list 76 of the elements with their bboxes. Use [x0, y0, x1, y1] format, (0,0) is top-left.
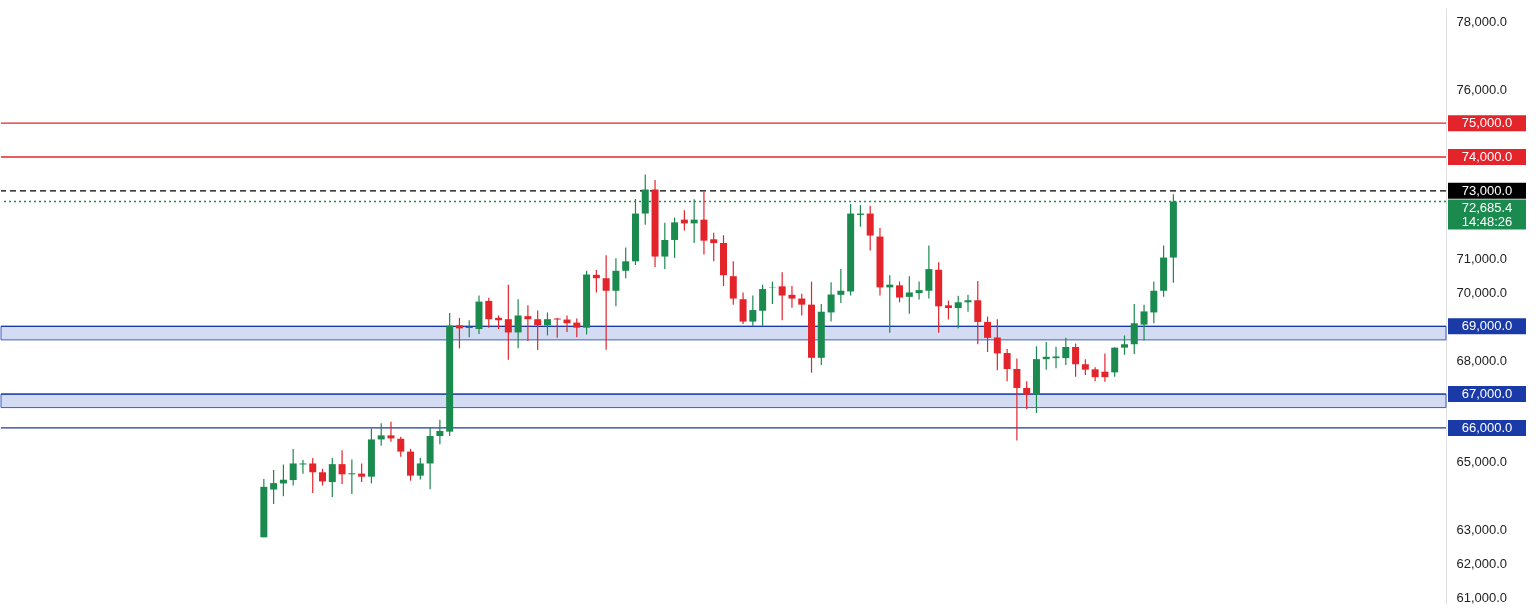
candlestick [778, 271, 786, 321]
candlestick [1052, 346, 1060, 369]
candlestick [954, 295, 962, 329]
candlestick [436, 419, 444, 445]
candlestick [905, 275, 913, 315]
ref-line-label: 75,000.0 [1461, 115, 1513, 131]
candlestick [289, 448, 297, 487]
candlestick [387, 421, 395, 443]
ref-line-label: 72,685.4 14:48:26 [1461, 199, 1513, 229]
y-tick-label: 78,000.0 [1456, 14, 1508, 30]
candlestick [827, 281, 835, 323]
candlestick [710, 232, 718, 262]
candlestick [925, 244, 933, 300]
candlestick [612, 257, 620, 307]
candlestick [455, 317, 463, 349]
candlestick [1101, 352, 1109, 383]
candlestick [1003, 348, 1011, 382]
candlestick [974, 280, 982, 345]
candlestick [944, 299, 952, 321]
candlestick [1072, 342, 1080, 378]
y-tick-label: 63,000.0 [1456, 522, 1508, 537]
candlestick [1023, 380, 1031, 410]
candlestick [573, 317, 581, 338]
y-tick-label: 65,000.0 [1456, 454, 1508, 470]
ref-line-label: 66,000.0 [1461, 419, 1513, 435]
ref-line-label: 73,000.0 [1461, 182, 1513, 198]
candlestick [896, 281, 904, 303]
candlestick [309, 457, 317, 494]
candlestick [553, 317, 561, 339]
y-tick-label: 71,000.0 [1456, 251, 1508, 267]
candlestick [1120, 334, 1128, 356]
candlestick [759, 284, 767, 327]
candlestick [397, 436, 405, 458]
candlestick [348, 458, 356, 495]
candlestick [739, 291, 747, 325]
candlestick [984, 315, 992, 353]
ref-line-label: 69,000.0 [1461, 318, 1513, 334]
candlestick [524, 304, 532, 342]
candlestick [328, 457, 336, 498]
candlestick [416, 457, 424, 480]
candlestick [485, 297, 493, 329]
candlestick [837, 268, 845, 304]
candlestick [700, 191, 708, 256]
candlestick [798, 293, 806, 317]
candlestick [915, 281, 923, 301]
candlestick [1013, 357, 1021, 442]
candlestick [534, 309, 542, 351]
candlestick [1140, 304, 1148, 342]
candlestick [671, 217, 679, 259]
candlestick [338, 449, 346, 485]
candlestick [270, 469, 278, 505]
candlestick [602, 254, 610, 351]
candlestick [299, 459, 307, 475]
y-tick-label: 76,000.0 [1456, 81, 1508, 97]
ref-line-label: 74,000.0 [1461, 149, 1513, 164]
candlestick [1150, 281, 1158, 324]
y-tick-label: 70,000.0 [1456, 284, 1508, 300]
y-tick-label: 61,000.0 [1456, 589, 1508, 605]
candlestick [964, 294, 972, 313]
candlestick [377, 422, 385, 447]
ref-line-label: 67,000.0 [1461, 386, 1513, 402]
candlestick [749, 294, 757, 327]
candlestick [622, 246, 630, 279]
candlestick [1062, 337, 1070, 366]
candlestick [504, 284, 512, 361]
candlestick [358, 462, 366, 483]
candlestick [788, 285, 796, 309]
y-tick-label: 68,000.0 [1456, 352, 1508, 368]
candlestick [661, 222, 669, 270]
candlestick [866, 205, 874, 252]
candlestick [543, 311, 551, 337]
candlestick [514, 298, 522, 349]
candlestick [1130, 303, 1138, 355]
candlestick [993, 318, 1001, 371]
y-tick-label: 62,000.0 [1456, 555, 1508, 571]
candlestick [729, 260, 737, 306]
